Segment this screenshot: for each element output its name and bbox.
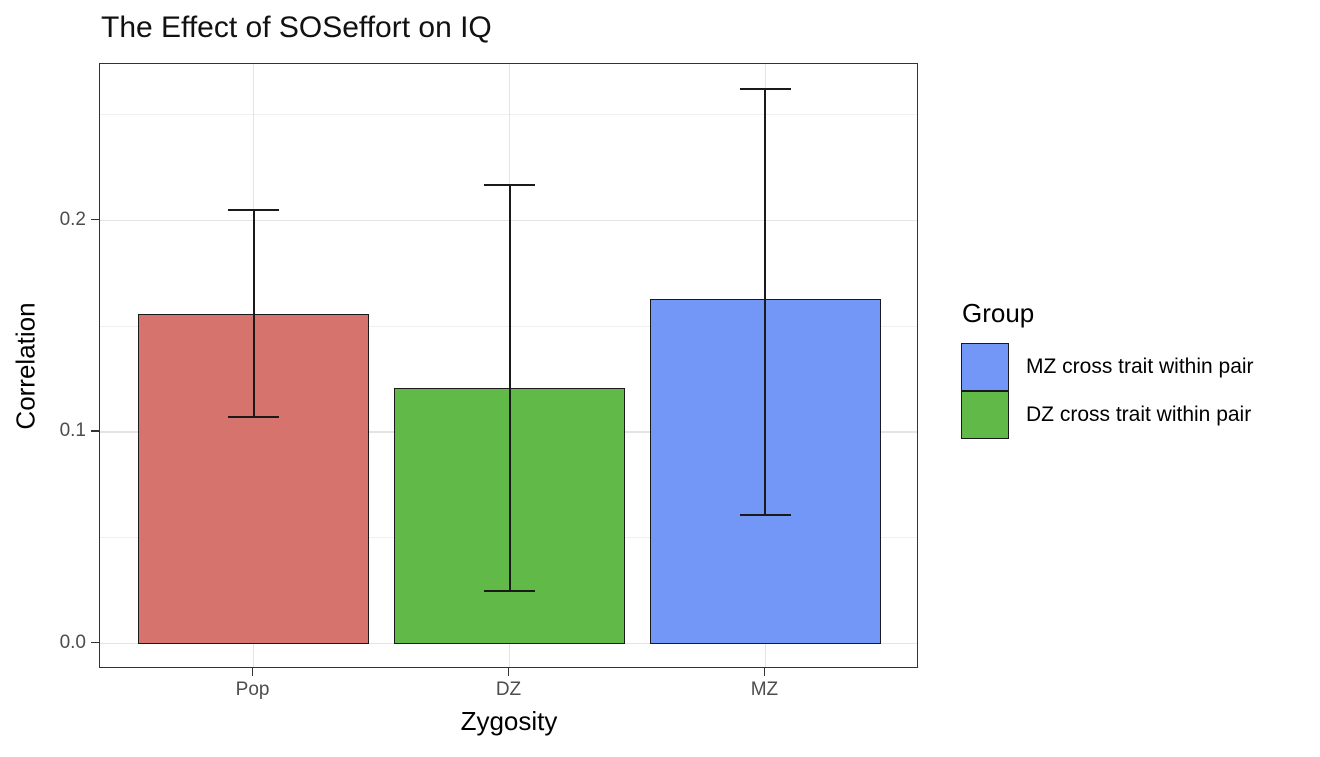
y-tick-label: 0.2 xyxy=(59,208,86,230)
chart-title: The Effect of SOSeffort on IQ xyxy=(101,11,492,44)
y-tick-mark xyxy=(91,641,99,644)
x-tick-label: DZ xyxy=(495,679,522,700)
x-tick-mark xyxy=(763,668,766,676)
errorbar-cap-top-pop xyxy=(227,208,280,211)
legend-item: DZ cross trait within pair xyxy=(961,391,1254,439)
legend-items: MZ cross trait within pair DZ cross trait… xyxy=(961,343,1254,439)
legend-title: Group xyxy=(962,298,1035,328)
x-tick-mark xyxy=(251,668,254,676)
plot-panel xyxy=(99,63,918,668)
y-tick-mark xyxy=(91,430,99,432)
legend: Group MZ cross trait within pair DZ cross… xyxy=(961,298,1254,439)
legend-item: MZ cross trait within pair xyxy=(961,343,1254,391)
legend-swatch xyxy=(961,391,1009,439)
major-gridline xyxy=(100,642,917,645)
minor-gridline xyxy=(100,114,917,116)
x-axis-title: Zygosity xyxy=(460,706,558,736)
errorbar-cap-bottom-pop xyxy=(227,416,280,419)
legend-swatch xyxy=(961,343,1009,391)
y-tick-label: 0.0 xyxy=(59,631,86,653)
x-tick-mark xyxy=(507,668,510,676)
x-tick-label: Pop xyxy=(235,679,270,700)
errorbar-cap-bottom-dz xyxy=(483,589,536,592)
y-axis-title: Correlation xyxy=(10,302,41,430)
errorbar-cap-bottom-mz xyxy=(739,513,792,516)
errorbar-line-pop xyxy=(252,209,255,418)
y-tick-label: 0.1 xyxy=(59,420,86,442)
x-tick-label: MZ xyxy=(750,679,779,700)
errorbar-line-dz xyxy=(508,184,511,591)
errorbar-cap-top-mz xyxy=(739,88,792,91)
errorbar-cap-top-dz xyxy=(483,183,536,186)
errorbar-line-mz xyxy=(764,89,767,515)
legend-label: MZ cross trait within pair xyxy=(1026,355,1254,378)
y-tick-mark xyxy=(91,218,99,221)
legend-label: DZ cross trait within pair xyxy=(1026,403,1252,426)
